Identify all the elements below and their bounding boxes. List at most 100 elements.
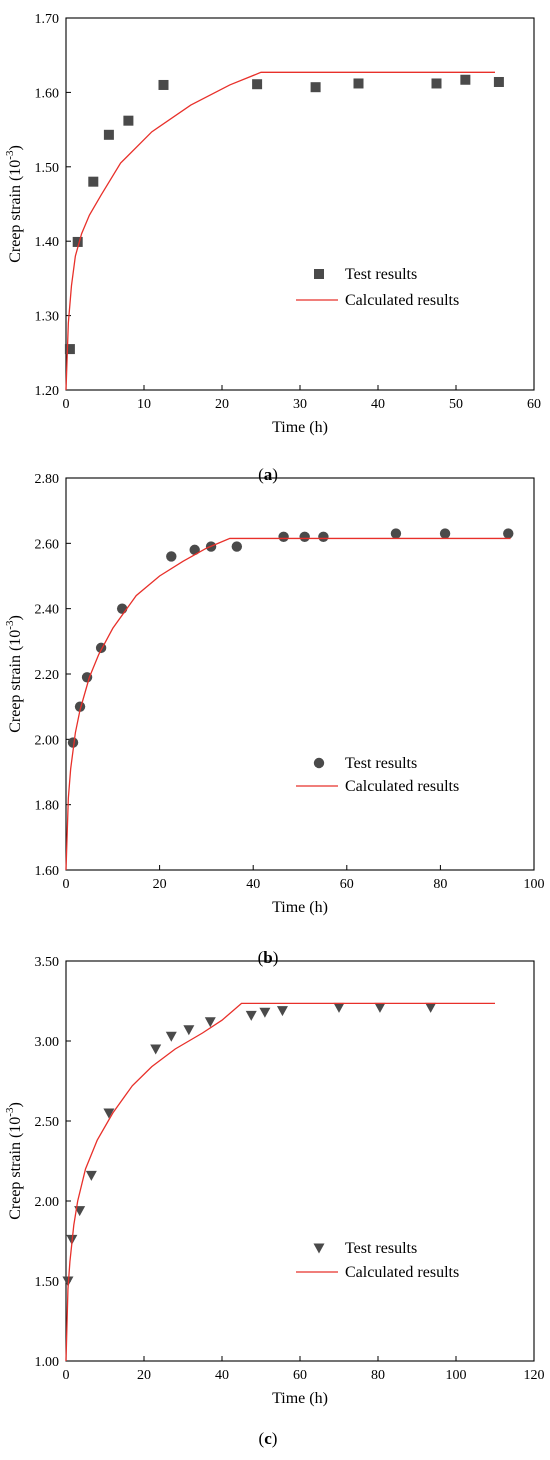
test-result-point xyxy=(231,541,243,552)
test-result-point xyxy=(64,344,75,355)
y-tick-label: 1.60 xyxy=(35,86,60,101)
plot-frame xyxy=(65,17,535,391)
y-axis-title-main: Creep strain (10 xyxy=(7,630,24,733)
panel-caption: (a) xyxy=(258,465,278,484)
x-tick-label: 20 xyxy=(215,397,229,412)
calculated-results-line xyxy=(65,1002,495,1362)
panel-caption-open: ( xyxy=(259,1429,265,1448)
legend-label-calculated-results: Calculated results xyxy=(345,778,459,795)
x-tick-label: 100 xyxy=(524,877,545,892)
x-tick-label: 100 xyxy=(446,1368,467,1383)
y-tick-label: 1.50 xyxy=(35,1275,60,1290)
test-result-point xyxy=(390,528,402,539)
test-result-point xyxy=(425,1002,437,1013)
legend-label-calculated-results: Calculated results xyxy=(345,292,459,309)
plot-frame xyxy=(65,960,535,1362)
test-result-point xyxy=(103,1108,115,1119)
test-result-point xyxy=(116,603,128,614)
test-result-point xyxy=(166,551,177,562)
test-result-point xyxy=(67,737,79,748)
panel-caption: (c) xyxy=(259,1429,278,1448)
panel-caption-open: ( xyxy=(258,465,264,484)
test-result-point xyxy=(88,176,99,187)
x-axis-title: Time (h) xyxy=(272,899,328,916)
test-result-point xyxy=(85,1170,97,1181)
test-result-point xyxy=(74,701,86,712)
test-result-point xyxy=(103,129,114,140)
y-axis-title-end: ) xyxy=(7,1102,24,1107)
test-result-point xyxy=(204,1017,216,1028)
test-result-point xyxy=(158,79,169,90)
panel-caption-close: ) xyxy=(272,1429,278,1448)
legend-marker-test-results xyxy=(314,269,324,279)
y-tick-label: 1.80 xyxy=(35,799,60,814)
test-result-point xyxy=(276,1006,288,1017)
panel-caption-letter: b xyxy=(263,948,272,967)
test-result-point xyxy=(353,78,364,89)
chart-panel-b: 0 20 40 60 80 100 1.60 1.80 2.00 2.20 2.40 2.60 2.80… xyxy=(4,472,545,967)
x-tick-label: 0 xyxy=(63,397,70,412)
y-axis-title: Creep strain (10-3) xyxy=(4,1102,24,1220)
test-result-point xyxy=(72,236,83,247)
test-result-point xyxy=(431,78,442,89)
test-result-point xyxy=(123,115,134,126)
x-tick-label: 40 xyxy=(371,397,385,412)
legend-label-calculated-results: Calculated results xyxy=(345,1264,459,1281)
legend-label-test-results: Test results xyxy=(345,1240,417,1257)
panel-caption-letter: a xyxy=(264,465,273,484)
legend-marker-test-results xyxy=(313,757,325,769)
test-result-point xyxy=(252,79,263,90)
test-result-point xyxy=(374,1002,386,1013)
x-tick-label: 120 xyxy=(524,1368,545,1383)
y-tick-label: 1.30 xyxy=(35,310,60,325)
test-result-point xyxy=(245,1010,257,1021)
x-tick-label: 0 xyxy=(63,877,70,892)
y-tick-label: 2.40 xyxy=(35,603,60,618)
panel-caption-close: ) xyxy=(272,465,278,484)
x-tick-label: 60 xyxy=(293,1368,307,1383)
test-result-point xyxy=(278,531,289,542)
panel-caption-open: ( xyxy=(258,948,264,967)
test-result-point xyxy=(165,1031,177,1042)
panel-caption-close: ) xyxy=(273,948,279,967)
y-tick-label: 3.00 xyxy=(35,1035,60,1050)
x-tick-label: 60 xyxy=(340,877,354,892)
test-result-point xyxy=(259,1007,271,1018)
y-axis-title: Creep strain (10-3) xyxy=(4,615,24,733)
y-tick-label: 1.50 xyxy=(35,161,60,176)
x-tick-label: 20 xyxy=(137,1368,151,1383)
x-axis-title: Time (h) xyxy=(272,1390,328,1407)
x-tick-label: 20 xyxy=(153,877,167,892)
test-result-point xyxy=(333,1002,345,1013)
y-axis-title-superscript: -3 xyxy=(4,620,16,630)
x-tick-label: 0 xyxy=(63,1368,70,1383)
test-result-point xyxy=(460,74,471,85)
x-tick-label: 80 xyxy=(433,877,447,892)
y-tick-label: 1.40 xyxy=(35,235,60,250)
x-tick-label: 80 xyxy=(371,1368,385,1383)
y-tick-label: 2.80 xyxy=(35,472,60,487)
test-result-point xyxy=(150,1044,162,1055)
test-result-point xyxy=(503,528,514,539)
test-result-point xyxy=(439,528,451,539)
test-result-point xyxy=(318,531,329,542)
calculated-results-line xyxy=(65,537,511,871)
y-tick-label: 2.00 xyxy=(35,733,60,748)
legend-label-test-results: Test results xyxy=(345,266,417,283)
x-tick-label: 40 xyxy=(215,1368,229,1383)
y-tick-label: 1.20 xyxy=(35,384,60,399)
y-axis-title-superscript: -3 xyxy=(4,1107,16,1117)
x-tick-label: 40 xyxy=(246,877,260,892)
y-tick-label: 1.00 xyxy=(35,1355,60,1370)
legend-marker-test-results xyxy=(313,1243,325,1254)
y-tick-label: 2.50 xyxy=(35,1115,60,1130)
test-result-point xyxy=(189,544,200,556)
y-tick-label: 2.00 xyxy=(35,1195,60,1210)
y-tick-label: 3.50 xyxy=(35,955,60,970)
test-result-point xyxy=(310,82,321,93)
chart-panel-a: 0 10 20 30 40 50 60 1.20 1.30 1.40 1.50 1.60 1.70 Tim… xyxy=(4,12,541,484)
x-tick-label: 30 xyxy=(293,397,307,412)
y-axis-title-main: Creep strain (10 xyxy=(7,1117,24,1220)
y-axis-title: Creep strain (10-3) xyxy=(4,145,24,263)
x-axis-title: Time (h) xyxy=(272,419,328,436)
